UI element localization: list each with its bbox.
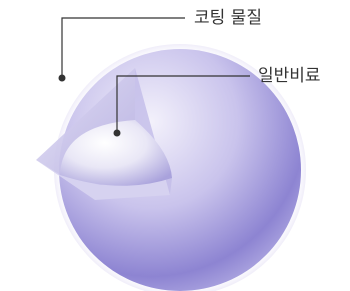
leader-dot [114, 130, 121, 137]
diagram: 코팅 물질 일반비료 [0, 0, 350, 291]
leader-dot [59, 75, 66, 82]
coating-label: 코팅 물질 [194, 8, 262, 28]
core-label: 일반비료 [258, 66, 321, 86]
